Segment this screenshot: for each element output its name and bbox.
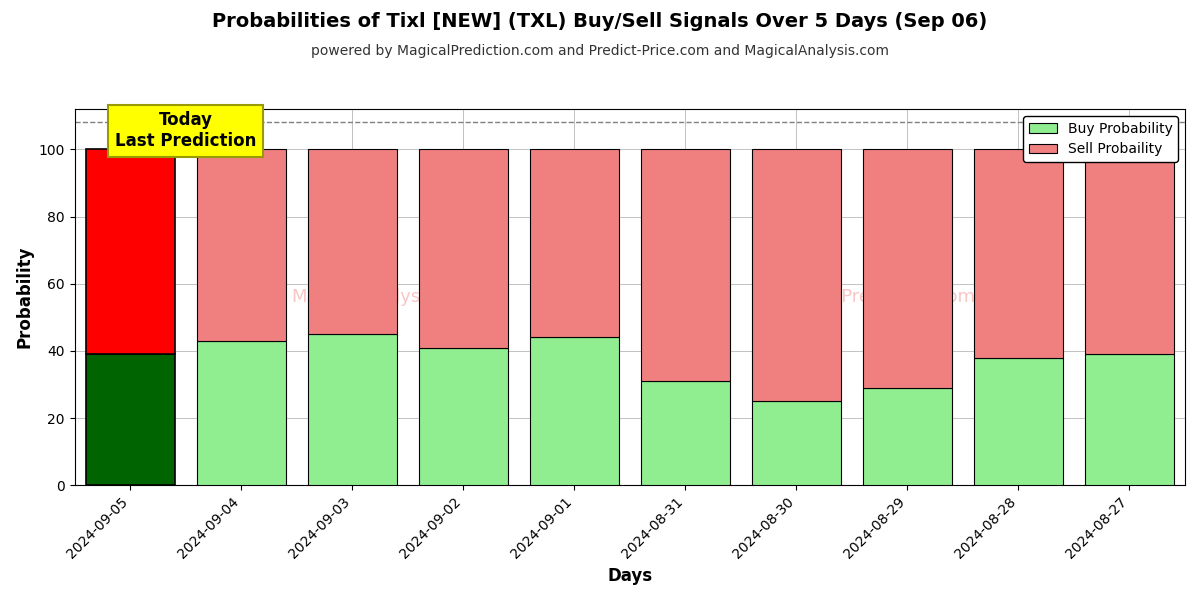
Bar — [85, 149, 174, 354]
Bar — [863, 149, 952, 388]
Bar — [752, 149, 841, 401]
Bar — [308, 149, 397, 334]
Text: MagicalAnalysis.com: MagicalAnalysis.com — [292, 288, 480, 306]
Bar — [197, 149, 286, 341]
Bar — [863, 388, 952, 485]
Bar — [85, 354, 174, 485]
Text: Probabilities of Tixl [NEW] (TXL) Buy/Sell Signals Over 5 Days (Sep 06): Probabilities of Tixl [NEW] (TXL) Buy/Se… — [212, 12, 988, 31]
Bar — [419, 347, 508, 485]
Bar — [974, 149, 1063, 358]
Text: Today
Last Prediction: Today Last Prediction — [115, 112, 257, 150]
Bar — [197, 341, 286, 485]
Bar — [419, 149, 508, 347]
Text: MagicalPrediction.com: MagicalPrediction.com — [773, 288, 976, 306]
Bar — [974, 358, 1063, 485]
Legend: Buy Probability, Sell Probaility: Buy Probability, Sell Probaility — [1024, 116, 1178, 162]
Bar — [641, 149, 730, 381]
Bar — [530, 149, 619, 337]
Bar — [641, 381, 730, 485]
Bar — [1085, 354, 1174, 485]
Bar — [308, 334, 397, 485]
Bar — [752, 401, 841, 485]
Bar — [1085, 149, 1174, 354]
Y-axis label: Probability: Probability — [16, 246, 34, 349]
Bar — [530, 337, 619, 485]
X-axis label: Days: Days — [607, 567, 653, 585]
Text: powered by MagicalPrediction.com and Predict-Price.com and MagicalAnalysis.com: powered by MagicalPrediction.com and Pre… — [311, 44, 889, 58]
